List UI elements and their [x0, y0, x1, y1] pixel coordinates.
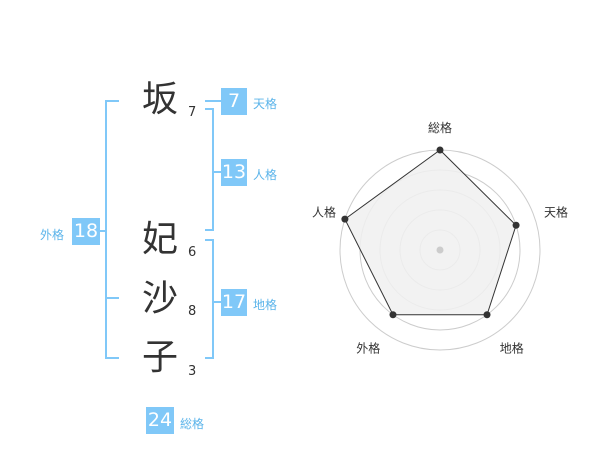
radar-point	[341, 215, 349, 223]
bracket-line	[205, 108, 214, 110]
jinkaku-label: 人格	[253, 168, 278, 182]
axis-label: 地格	[500, 341, 524, 356]
bracket-line	[105, 357, 119, 359]
radar-area	[344, 149, 517, 316]
axis-label: 総格	[428, 120, 452, 135]
stroke-count: 3	[188, 364, 197, 379]
radar-point	[483, 311, 491, 319]
bracket-line	[105, 297, 119, 299]
name-char: 妃	[141, 219, 178, 260]
bracket-line	[212, 239, 214, 359]
bracket-line	[205, 239, 214, 241]
sokaku-label: 総格	[180, 417, 205, 431]
axis-label: 人格	[312, 204, 336, 219]
radar-point	[512, 221, 520, 229]
tenkaku-label: 天格	[253, 97, 278, 111]
name-char: 坂	[141, 79, 178, 120]
bracket-line	[105, 100, 119, 102]
name-char: 沙	[141, 278, 178, 319]
bracket-line	[212, 171, 221, 173]
axis-label: 外格	[356, 341, 380, 356]
radar-center	[436, 246, 444, 254]
radar-point	[436, 146, 444, 154]
radar-point	[389, 311, 397, 319]
stroke-count: 7	[188, 105, 197, 120]
axis-label: 天格	[544, 204, 568, 219]
bracket-line	[205, 100, 221, 102]
gaikaku-label: 外格	[40, 228, 65, 242]
bracket-line	[105, 100, 107, 359]
stroke-count: 8	[188, 304, 197, 319]
jinkaku-value: 13	[221, 159, 247, 186]
sokaku-value: 24	[146, 407, 174, 434]
bracket-line	[205, 229, 214, 231]
chikaku-label: 地格	[253, 298, 278, 312]
bracket-line	[99, 230, 106, 232]
name-char: 子	[141, 337, 178, 378]
gaikaku-value: 18	[72, 218, 100, 245]
bracket-line	[212, 301, 221, 303]
chikaku-value: 17	[221, 289, 247, 316]
tenkaku-value: 7	[221, 88, 247, 115]
bracket-line	[205, 357, 214, 359]
stroke-count: 6	[188, 245, 197, 260]
bracket-line	[212, 108, 214, 231]
